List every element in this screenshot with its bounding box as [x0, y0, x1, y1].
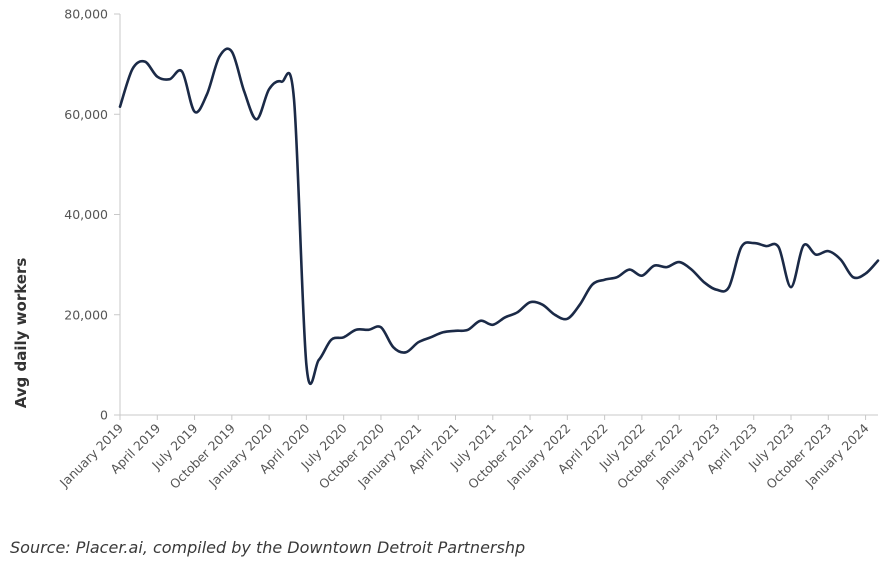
y-ticks: 0 20,000 40,000 60,000 80,000	[64, 7, 120, 423]
x-tick-label: January 2019	[56, 420, 126, 490]
x-tick-label: October 2020	[316, 420, 387, 491]
y-tick-label: 80,000	[64, 7, 108, 22]
series-line	[118, 47, 880, 386]
x-tick-label: October 2021	[465, 421, 536, 492]
y-tick-label: 60,000	[64, 107, 108, 122]
y-tick-label: 0	[100, 408, 108, 423]
y-tick-label: 40,000	[64, 207, 108, 222]
x-tick-label: October 2023	[763, 421, 834, 492]
y-tick-label: 20,000	[64, 307, 108, 322]
line-chart: Avg daily workers 0 20,000 40,000 60,000 80,…	[12, 7, 880, 492]
y-axis-label: Avg daily workers	[12, 258, 30, 409]
x-tick-label: October 2019	[167, 420, 238, 491]
source-note: Source: Placer.ai, compiled by the Downt…	[10, 538, 526, 557]
x-tick-label: October 2022	[614, 421, 685, 492]
